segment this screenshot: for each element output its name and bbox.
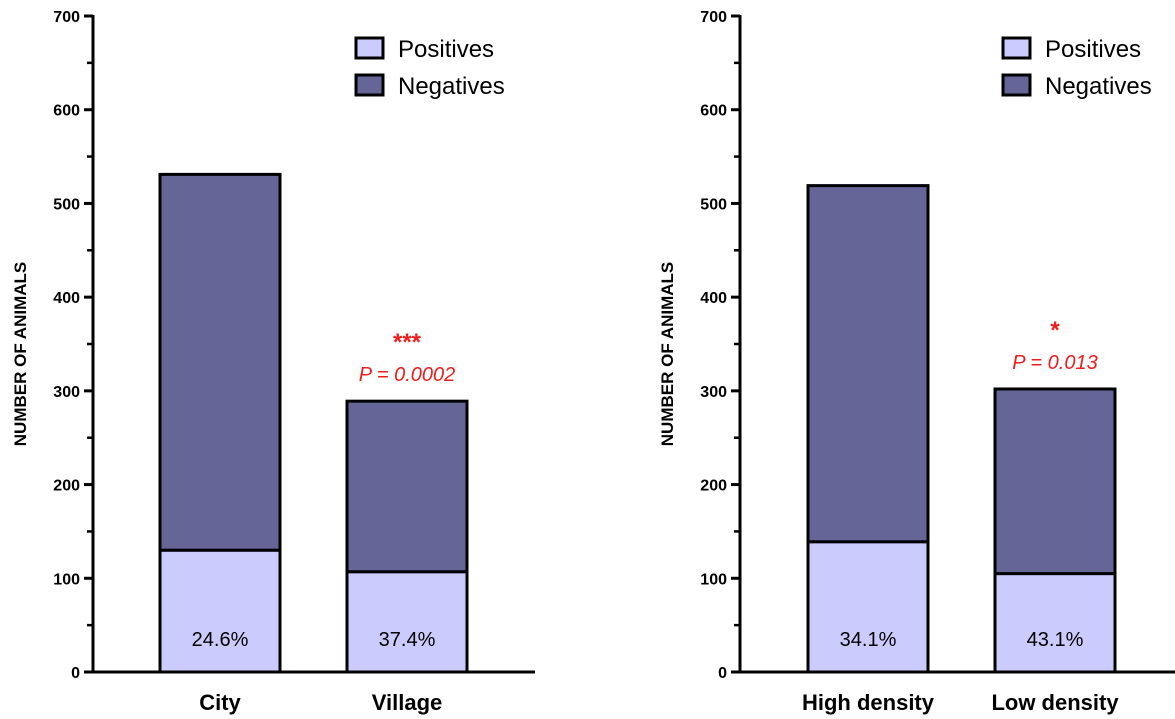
x-tick-label: City	[199, 690, 241, 715]
legend: Positives Negatives	[354, 36, 505, 100]
chart-panel-2: 0 100 200 300 400 500 600 700 NUMBER OF ANIMALS 3…	[658, 9, 1175, 715]
x-tick-label: High density	[802, 690, 935, 715]
y-tick-label: 400	[53, 290, 80, 307]
percent-label: 43.1%	[1027, 629, 1084, 651]
y-tick-label: 700	[53, 9, 80, 26]
y-tick-label: 500	[53, 196, 80, 213]
significance-stars: ***	[393, 329, 422, 356]
p-value-label: P = 0.0002	[359, 364, 456, 386]
legend-label: Positives	[398, 36, 494, 63]
p-value-label: P = 0.013	[1012, 352, 1097, 374]
x-tick-label: Village	[372, 690, 443, 715]
legend: Positives Negatives	[1001, 36, 1152, 100]
y-tick-label: 100	[700, 571, 727, 588]
legend-label: Positives	[1045, 36, 1141, 63]
percent-label: 34.1%	[840, 629, 897, 651]
bar-positives	[158, 548, 282, 674]
legend-swatch-positives	[1001, 36, 1032, 60]
bar-positives	[993, 572, 1117, 674]
legend-swatch-negatives	[1001, 73, 1032, 97]
percent-label: 24.6%	[192, 629, 249, 651]
y-tick-label: 200	[53, 478, 80, 495]
bar-negatives	[806, 184, 930, 544]
y-tick-label: 100	[53, 571, 80, 588]
legend-swatch-negatives	[354, 73, 385, 97]
y-axis-label: NUMBER OF ANIMALS	[658, 262, 677, 446]
legend-swatch-positives	[354, 36, 385, 60]
bar-negatives	[345, 399, 469, 574]
y-tick-label: 0	[718, 665, 727, 682]
y-tick-label: 400	[700, 290, 727, 307]
legend-label: Negatives	[1045, 73, 1152, 100]
y-tick-label: 300	[700, 384, 727, 401]
legend-label: Negatives	[398, 73, 505, 100]
bar-positives	[806, 540, 930, 674]
x-tick-label: Low density	[991, 690, 1119, 715]
y-tick-label: 700	[700, 9, 727, 26]
percent-label: 37.4%	[379, 629, 436, 651]
y-tick-label: 200	[700, 478, 727, 495]
bar-negatives	[158, 172, 282, 552]
y-tick-label: 0	[71, 665, 80, 682]
bar-positives	[345, 570, 469, 674]
y-tick-label: 300	[53, 384, 80, 401]
y-tick-label: 600	[700, 103, 727, 120]
chart-panel-1: 0 100 200 300 400 500 600 700 NUMBER OF ANIMALS 2…	[11, 9, 535, 715]
significance-stars: *	[1050, 317, 1060, 344]
y-tick-label: 500	[700, 196, 727, 213]
bar-negatives	[993, 387, 1117, 576]
y-tick-label: 600	[53, 103, 80, 120]
y-axis-label: NUMBER OF ANIMALS	[11, 262, 30, 446]
